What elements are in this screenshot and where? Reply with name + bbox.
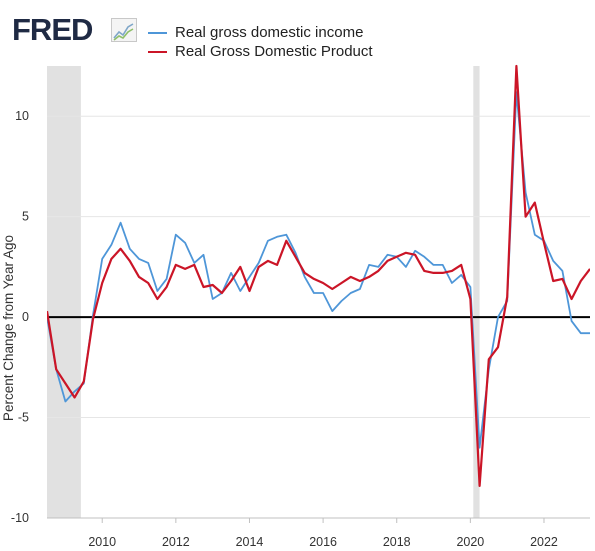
y-tick-label-0: -10	[11, 511, 29, 525]
x-tick-label-6: 2022	[530, 535, 558, 549]
fred-logo[interactable]: FRED	[12, 12, 93, 47]
recession-band-0	[47, 66, 81, 518]
series-group-1	[47, 64, 590, 487]
legend-item-gdi[interactable]: Real gross domestic income	[148, 23, 373, 42]
trend-chart-icon	[111, 18, 137, 42]
x-tick-label-1: 2012	[162, 535, 190, 549]
x-tick-label-5: 2020	[456, 535, 484, 549]
y-tick-label-2: 0	[22, 310, 29, 324]
x-tick-label-0: 2010	[88, 535, 116, 549]
y-tick-label-1: -5	[18, 411, 29, 425]
recession-band-1	[473, 66, 480, 518]
y-tick-label-4: 10	[15, 109, 29, 123]
series-line-gdp	[47, 64, 590, 487]
legend-label-gdi: Real gross domestic income	[175, 24, 364, 41]
y-axis-title: Percent Change from Year Ago	[1, 235, 16, 421]
legend-label-gdp: Real Gross Domestic Product	[175, 43, 373, 60]
chart-legend: Real gross domestic income Real Gross Do…	[148, 23, 373, 61]
legend-swatch-gdp	[148, 50, 167, 53]
chart-header: FRED Real gross domestic income Real Gro…	[0, 0, 595, 64]
x-tick-label-3: 2016	[309, 535, 337, 549]
y-tick-label-3: 5	[22, 210, 29, 224]
x-tick-label-4: 2018	[383, 535, 411, 549]
series-group-0	[47, 91, 590, 449]
series-line-gdi	[47, 91, 590, 449]
legend-swatch-gdi	[148, 31, 167, 34]
x-tick-label-2: 2014	[236, 535, 264, 549]
legend-item-gdp[interactable]: Real Gross Domestic Product	[148, 42, 373, 61]
